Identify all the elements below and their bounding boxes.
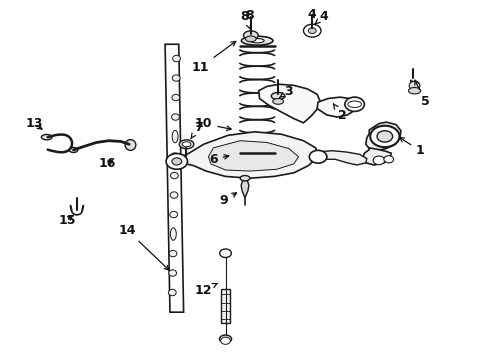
Polygon shape bbox=[363, 148, 391, 165]
Ellipse shape bbox=[240, 176, 250, 181]
Text: 8: 8 bbox=[245, 9, 254, 22]
Polygon shape bbox=[259, 84, 320, 123]
Ellipse shape bbox=[409, 87, 420, 94]
Ellipse shape bbox=[171, 153, 179, 159]
Polygon shape bbox=[366, 122, 401, 151]
Ellipse shape bbox=[171, 228, 176, 240]
Text: 5: 5 bbox=[415, 80, 430, 108]
Text: 13: 13 bbox=[26, 117, 43, 130]
Circle shape bbox=[172, 158, 182, 165]
Ellipse shape bbox=[169, 289, 176, 296]
Ellipse shape bbox=[170, 211, 177, 218]
Ellipse shape bbox=[172, 94, 180, 101]
Text: 1: 1 bbox=[399, 138, 425, 157]
Ellipse shape bbox=[172, 55, 180, 62]
Circle shape bbox=[220, 337, 230, 344]
Circle shape bbox=[373, 156, 385, 165]
Text: 4: 4 bbox=[315, 10, 328, 24]
Polygon shape bbox=[174, 132, 318, 178]
Ellipse shape bbox=[271, 93, 285, 100]
Polygon shape bbox=[411, 80, 419, 91]
Polygon shape bbox=[165, 44, 184, 312]
Ellipse shape bbox=[125, 140, 136, 150]
Circle shape bbox=[384, 156, 393, 163]
Circle shape bbox=[308, 28, 316, 33]
Ellipse shape bbox=[250, 39, 264, 43]
Polygon shape bbox=[241, 180, 249, 198]
Ellipse shape bbox=[69, 148, 78, 153]
Polygon shape bbox=[316, 151, 367, 165]
Text: 4: 4 bbox=[308, 9, 317, 22]
Polygon shape bbox=[208, 141, 298, 171]
Text: 8: 8 bbox=[241, 10, 250, 29]
Ellipse shape bbox=[220, 335, 232, 343]
Ellipse shape bbox=[172, 114, 179, 120]
Polygon shape bbox=[317, 97, 357, 117]
Text: 9: 9 bbox=[219, 193, 237, 207]
Text: 16: 16 bbox=[99, 157, 116, 170]
Circle shape bbox=[370, 126, 399, 147]
Circle shape bbox=[377, 131, 392, 142]
Ellipse shape bbox=[242, 36, 273, 45]
Text: 10: 10 bbox=[195, 117, 231, 130]
Ellipse shape bbox=[41, 134, 52, 140]
Circle shape bbox=[166, 154, 188, 169]
Bar bbox=[220, 289, 230, 323]
Ellipse shape bbox=[179, 140, 194, 149]
Ellipse shape bbox=[171, 172, 178, 179]
Text: 14: 14 bbox=[119, 224, 169, 270]
Circle shape bbox=[309, 150, 327, 163]
Ellipse shape bbox=[244, 31, 258, 40]
Ellipse shape bbox=[169, 250, 177, 257]
Circle shape bbox=[345, 97, 365, 111]
Ellipse shape bbox=[273, 99, 284, 104]
Text: 15: 15 bbox=[58, 213, 76, 226]
Ellipse shape bbox=[182, 142, 191, 147]
Text: 6: 6 bbox=[209, 153, 229, 166]
Text: 3: 3 bbox=[279, 85, 293, 98]
Circle shape bbox=[303, 24, 321, 37]
Ellipse shape bbox=[172, 130, 178, 143]
Circle shape bbox=[220, 249, 231, 257]
Text: 7: 7 bbox=[191, 121, 203, 139]
Ellipse shape bbox=[245, 36, 256, 42]
Ellipse shape bbox=[170, 192, 178, 198]
Ellipse shape bbox=[409, 81, 420, 90]
Ellipse shape bbox=[172, 75, 180, 81]
Text: 2: 2 bbox=[333, 104, 347, 122]
Text: 12: 12 bbox=[195, 283, 218, 297]
Ellipse shape bbox=[169, 270, 176, 276]
Text: 11: 11 bbox=[192, 41, 236, 74]
